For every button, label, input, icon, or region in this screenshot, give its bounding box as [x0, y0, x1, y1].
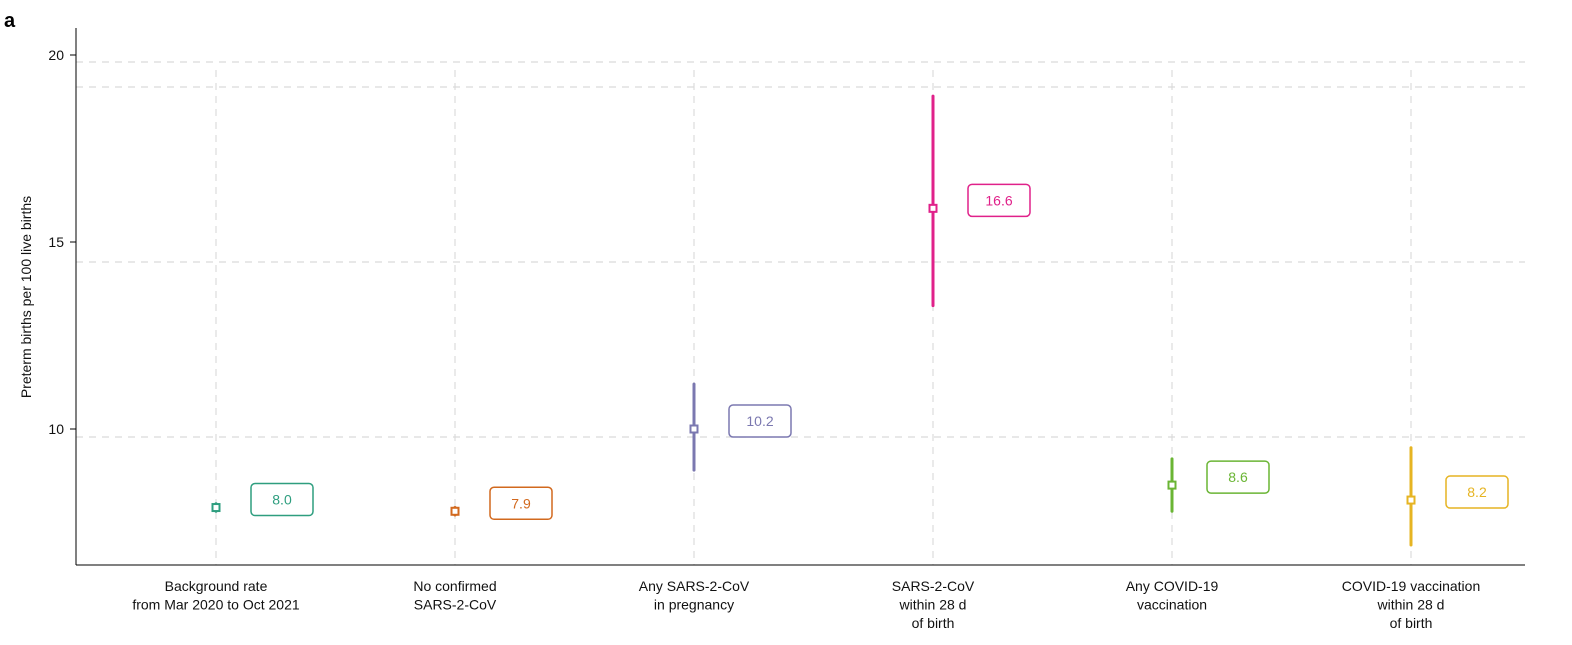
point-marker — [1167, 480, 1177, 490]
point-marker — [211, 503, 221, 513]
value-label: 8.6 — [1228, 469, 1248, 485]
x-tick-label-line: within 28 d — [1377, 597, 1445, 613]
x-tick-label-line: COVID-19 vaccination — [1342, 578, 1481, 594]
panel-label: a — [4, 10, 16, 32]
x-tick-label-line: in pregnancy — [654, 597, 734, 613]
value-label-box — [1206, 460, 1270, 494]
x-tick-label: Any SARS-2-CoV in pregnancy — [639, 578, 750, 613]
x-tick-label-line: SARS-2-CoV — [892, 578, 975, 594]
x-tick-label-line: SARS-2-CoV — [414, 597, 497, 613]
point-marker — [450, 506, 460, 516]
x-tick-label-line: No confirmed — [413, 578, 496, 594]
y-tick-label: 15 — [48, 234, 64, 250]
x-tick-label-line: Any SARS-2-CoV — [639, 578, 750, 594]
x-tick-label: SARS-2-CoV within 28 d of birth — [892, 578, 975, 631]
value-label-box — [489, 486, 553, 521]
value-label: 16.6 — [985, 192, 1012, 208]
x-tick-label-line: within 28 d — [899, 597, 967, 613]
value-label-box — [728, 404, 792, 438]
y-tick-label: 10 — [48, 421, 64, 437]
x-tick-label-line: vaccination — [1137, 597, 1207, 613]
point-marker — [689, 424, 699, 434]
y-axis-label: Preterm births per 100 live births — [18, 196, 34, 398]
x-tick-label: COVID-19 vaccination within 28 d of birth — [1342, 578, 1481, 631]
value-label-box — [1445, 475, 1509, 509]
value-label: 8.2 — [1467, 484, 1487, 500]
x-tick-label: No confirmed SARS-2-CoV — [413, 578, 497, 613]
x-tick-label-line: Any COVID-19 — [1126, 578, 1219, 594]
x-tick-label-line: from Mar 2020 to Oct 2021 — [132, 597, 300, 613]
x-tick-label-line: Background rate — [165, 578, 268, 594]
value-label: 7.9 — [511, 495, 531, 511]
x-tick-label: Any COVID-19 vaccination — [1126, 578, 1219, 613]
x-tick-label: Background rate from Mar 2020 to Oct 2021 — [132, 578, 300, 613]
point-marker — [928, 203, 938, 213]
y-tick-label: 20 — [48, 47, 64, 63]
point-marker — [1406, 495, 1416, 505]
axes: 10 15 20 — [48, 28, 1525, 566]
marks: 8.0 7.9 10.2 16.6 8.6 8.2 — [211, 94, 1509, 547]
value-label-box — [967, 183, 1031, 218]
value-label: 8.0 — [272, 492, 292, 508]
x-tick-label-line: of birth — [912, 615, 955, 631]
value-label-box — [250, 482, 314, 517]
x-tick-labels: Background rate from Mar 2020 to Oct 2021… — [132, 578, 1480, 631]
x-tick-label-line: of birth — [1390, 615, 1433, 631]
value-label: 10.2 — [746, 413, 773, 429]
